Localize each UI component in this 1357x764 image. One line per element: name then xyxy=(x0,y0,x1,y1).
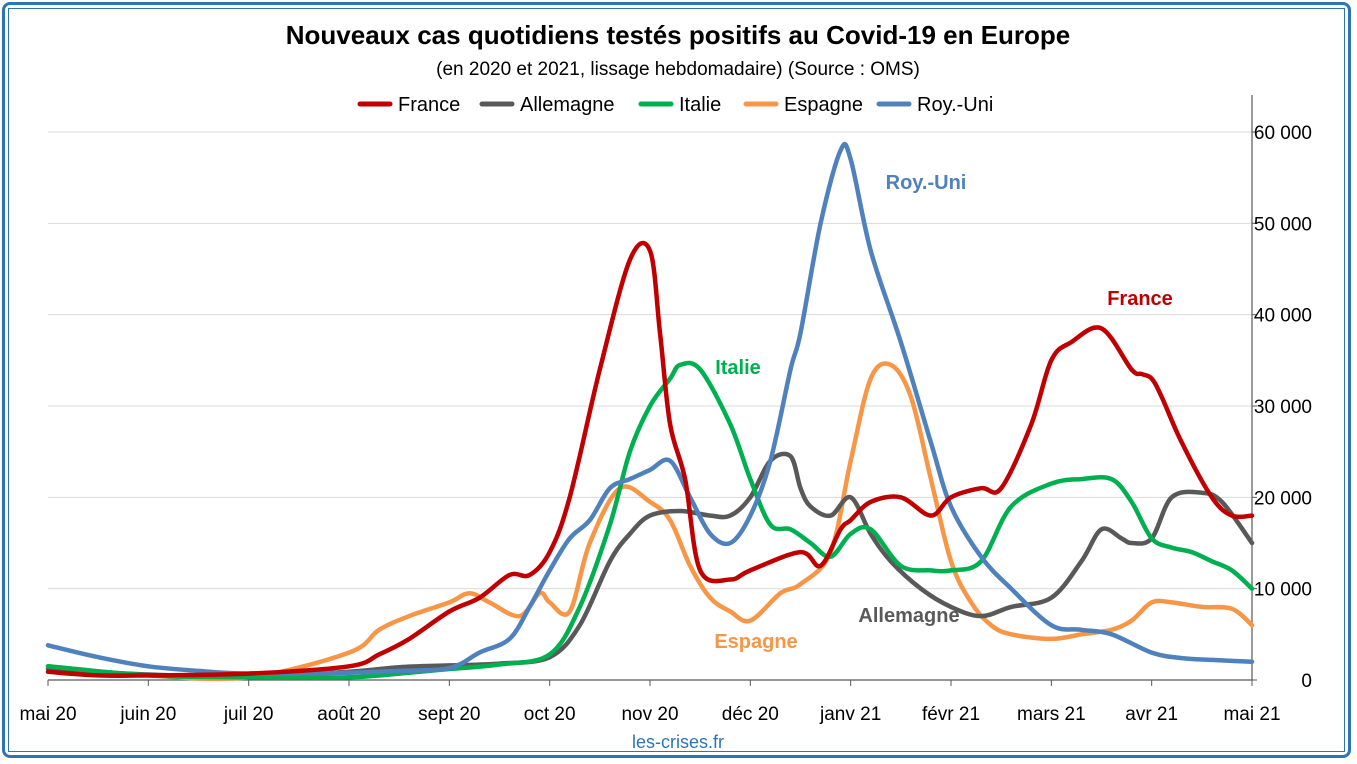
series-line-4 xyxy=(45,141,1255,676)
x-tick-label-9: févr 21 xyxy=(922,704,980,725)
gridlines xyxy=(48,131,1252,590)
annotation-4: Roy.-Uni xyxy=(886,172,967,194)
series-annotations: France Allemagne Italie Espagne Roy.-Uni xyxy=(714,172,1172,653)
chart-frame-inner xyxy=(8,8,1345,752)
series-lines xyxy=(45,141,1255,682)
series-line-0 xyxy=(45,240,1255,678)
y-tick-label-6: 60 000 xyxy=(1254,123,1312,144)
chart-subtitle: (en 2020 et 2021, lissage hebdomadaire) … xyxy=(436,59,920,80)
x-tick-label-6: nov 20 xyxy=(621,704,678,725)
x-tick-label-10: mars 21 xyxy=(1017,704,1086,725)
y-tick-label-0: 0 xyxy=(1301,671,1312,692)
y-tick-label-3: 30 000 xyxy=(1254,397,1312,418)
legend-label-1: Allemagne xyxy=(520,94,615,116)
legend-label-2: Italie xyxy=(679,94,721,116)
axes: mai 20 juin 20 juil 20 août 20 sept 20 oct 20… xyxy=(19,95,1312,725)
series-line-3 xyxy=(45,361,1255,682)
x-tick-label-4: sept 20 xyxy=(418,704,480,725)
legend-label-0: France xyxy=(398,94,460,116)
x-tick-label-1: juin 20 xyxy=(119,704,176,725)
y-tick-label-5: 50 000 xyxy=(1254,214,1312,235)
y-tick-label-1: 10 000 xyxy=(1254,580,1312,601)
legend: France Allemagne Italie Espagne Roy.-Uni xyxy=(357,94,993,116)
series-line-1 xyxy=(45,451,1255,679)
legend-label-4: Roy.-Uni xyxy=(917,94,993,116)
series-line-2 xyxy=(45,360,1255,680)
x-tick-label-7: déc 20 xyxy=(722,704,779,725)
chart-title: Nouveaux cas quotidiens testés positifs … xyxy=(286,20,1071,50)
source-label: les-crises.fr xyxy=(632,732,724,752)
x-tick-label-3: août 20 xyxy=(317,704,380,725)
annotation-3: Espagne xyxy=(714,631,797,653)
y-tick-label-4: 40 000 xyxy=(1254,306,1312,327)
x-tick-label-5: oct 20 xyxy=(524,704,576,725)
legend-label-3: Espagne xyxy=(784,94,863,116)
x-tick-label-8: janv 21 xyxy=(819,704,881,725)
annotation-1: Allemagne xyxy=(858,605,959,627)
x-tick-label-0: mai 20 xyxy=(19,704,76,725)
x-tick-label-11: avr 21 xyxy=(1125,704,1178,725)
y-tick-label-2: 20 000 xyxy=(1254,488,1312,509)
annotation-2: Italie xyxy=(715,357,761,379)
annotation-0: France xyxy=(1107,288,1173,310)
x-tick-label-2: juil 20 xyxy=(223,704,274,725)
x-tick-label-12: mai 21 xyxy=(1223,704,1280,725)
